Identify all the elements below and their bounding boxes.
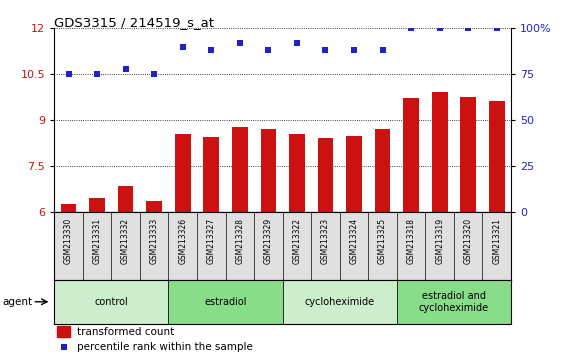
Text: agent: agent	[3, 297, 33, 307]
Point	[321, 47, 330, 53]
Text: GSM213324: GSM213324	[349, 218, 359, 264]
Text: GSM213333: GSM213333	[150, 218, 159, 264]
Bar	[146, 201, 162, 212]
Text: GSM213330: GSM213330	[64, 218, 73, 264]
Bar	[375, 129, 391, 212]
Point	[207, 47, 216, 53]
Point	[64, 72, 73, 77]
Text: control: control	[94, 297, 128, 307]
Point	[59, 344, 69, 350]
Text: transformed count: transformed count	[77, 327, 174, 337]
Bar	[175, 134, 191, 212]
Bar	[118, 186, 134, 212]
Point	[264, 47, 273, 53]
Point	[378, 47, 387, 53]
Bar	[489, 101, 505, 212]
Text: GSM213325: GSM213325	[378, 218, 387, 264]
Point	[235, 40, 244, 46]
Point	[292, 40, 301, 46]
Bar	[260, 129, 276, 212]
Bar	[397, 280, 511, 324]
Bar	[89, 198, 105, 212]
Text: estradiol and
cycloheximide: estradiol and cycloheximide	[419, 291, 489, 313]
Text: GDS3315 / 214519_s_at: GDS3315 / 214519_s_at	[54, 16, 214, 29]
Text: GSM213323: GSM213323	[321, 218, 330, 264]
Text: GSM213320: GSM213320	[464, 218, 473, 264]
Text: cycloheximide: cycloheximide	[305, 297, 375, 307]
Point	[492, 25, 501, 31]
Bar	[283, 280, 397, 324]
Bar	[168, 280, 283, 324]
Text: GSM213328: GSM213328	[235, 218, 244, 264]
Bar	[432, 92, 448, 212]
Text: GSM213322: GSM213322	[292, 218, 301, 264]
Bar	[289, 134, 305, 212]
Bar	[346, 136, 362, 212]
Text: GSM213321: GSM213321	[492, 218, 501, 264]
Text: GSM213318: GSM213318	[407, 218, 416, 264]
Point	[464, 25, 473, 31]
Bar	[460, 97, 476, 212]
Bar	[54, 280, 168, 324]
Bar	[317, 138, 333, 212]
Text: GSM213326: GSM213326	[178, 218, 187, 264]
Bar	[203, 137, 219, 212]
Point	[93, 72, 102, 77]
Text: GSM213329: GSM213329	[264, 218, 273, 264]
Bar	[403, 98, 419, 212]
Point	[435, 25, 444, 31]
Point	[150, 72, 159, 77]
Text: GSM213327: GSM213327	[207, 218, 216, 264]
Text: GSM213332: GSM213332	[121, 218, 130, 264]
Point	[178, 44, 187, 50]
Point	[407, 25, 416, 31]
Bar	[61, 204, 77, 212]
Point	[349, 47, 359, 53]
Text: estradiol: estradiol	[204, 297, 247, 307]
Text: GSM213319: GSM213319	[435, 218, 444, 264]
Bar	[232, 127, 248, 212]
Text: GSM213331: GSM213331	[93, 218, 102, 264]
Bar	[58, 326, 70, 337]
Point	[121, 66, 130, 72]
Text: percentile rank within the sample: percentile rank within the sample	[77, 342, 252, 352]
